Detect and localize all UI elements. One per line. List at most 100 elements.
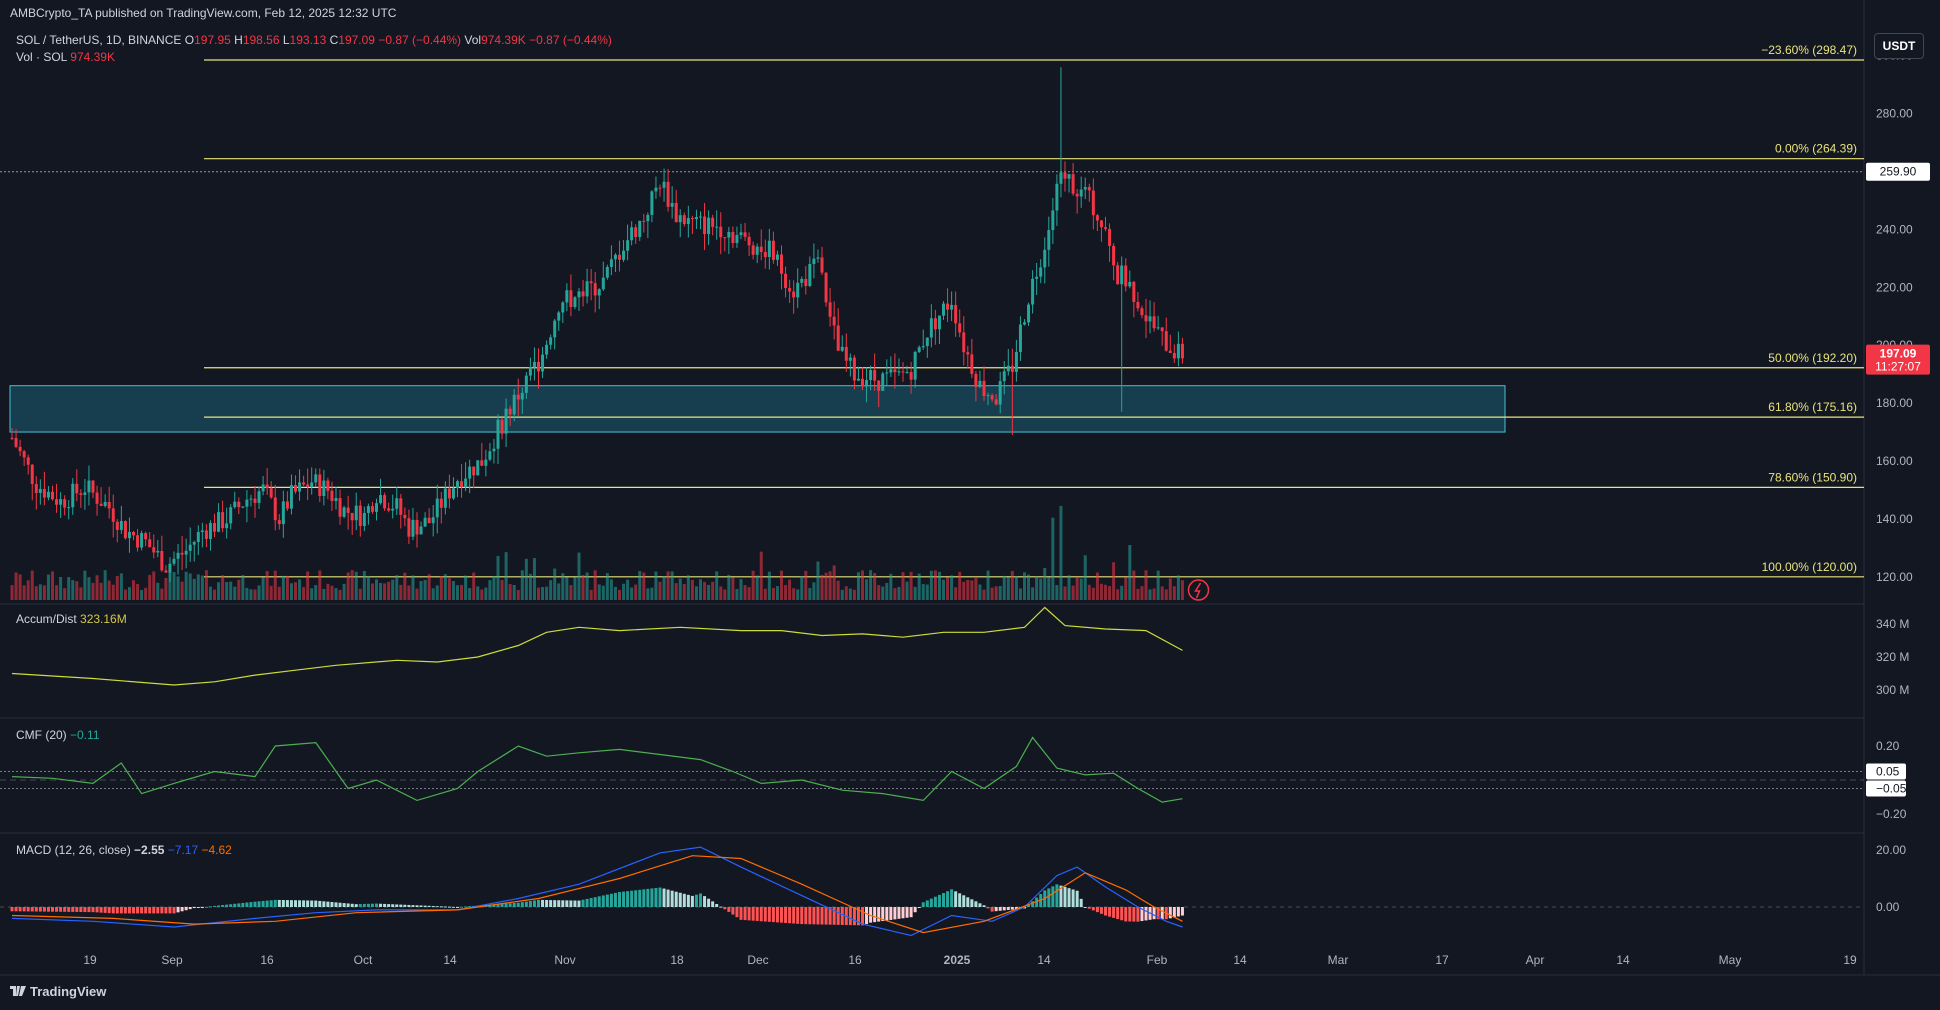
macd-hist-bar	[690, 895, 694, 907]
volume-bar	[233, 586, 237, 600]
macd-hist-bar	[387, 904, 391, 907]
volume-bar	[298, 579, 302, 600]
volume-bar	[103, 570, 107, 600]
volume-bar	[148, 574, 152, 600]
candle-body	[954, 304, 958, 324]
macd-hist-bar	[990, 907, 994, 912]
candle-body	[136, 535, 140, 548]
volume-bar	[856, 572, 860, 600]
macd-hist-bar	[192, 907, 196, 909]
volume-legend: Vol · SOL 974.39K	[16, 50, 115, 64]
volume-bar	[775, 586, 779, 600]
volume-bar	[1010, 571, 1014, 600]
macd-hist-bar	[889, 907, 893, 920]
macd-hist-bar	[370, 903, 374, 907]
last-price-label: 197.09	[1880, 347, 1917, 361]
macd-hist-bar	[962, 895, 966, 907]
macd-hist-bar	[771, 907, 775, 923]
candle-body	[974, 373, 978, 387]
candle-body	[759, 246, 763, 252]
candle-body	[925, 337, 929, 347]
candle-body	[1136, 301, 1140, 309]
volume-bar	[913, 586, 917, 600]
macd-hist-bar	[354, 904, 358, 907]
volume-bar	[1051, 517, 1055, 600]
macd-hist-bar	[727, 907, 731, 912]
volume-bar	[196, 574, 200, 600]
macd-hist-bar	[115, 907, 119, 914]
macd-hist-bar	[322, 901, 326, 907]
volume-bar	[719, 586, 723, 600]
macd-hist-bar	[196, 907, 200, 908]
candle-body	[484, 459, 488, 466]
candle-body	[46, 491, 50, 498]
candle-body	[658, 187, 662, 189]
macd-hist-bar	[350, 903, 354, 907]
currency-button[interactable]: USDT	[1874, 33, 1924, 59]
volume-bar	[63, 588, 67, 600]
macd-hist-bar	[18, 907, 22, 912]
macd-hist-bar	[95, 907, 99, 913]
volume-bar	[893, 588, 897, 600]
volume-bar	[387, 581, 391, 600]
volume-bar	[492, 576, 496, 600]
volume-bar	[358, 588, 362, 600]
candle-body	[885, 372, 889, 374]
candle-body	[1091, 190, 1095, 216]
volume-bar	[496, 555, 500, 600]
macd-hist-bar	[1176, 907, 1180, 917]
candle-body	[840, 346, 844, 351]
volume-bar	[22, 585, 26, 600]
candle-body	[682, 215, 686, 225]
candle-body	[265, 484, 269, 489]
macd-hist-bar	[1108, 907, 1112, 917]
symbol-title: SOL / TetherUS, 1D, BINANCE	[16, 33, 182, 47]
candle-body	[731, 231, 735, 244]
candle-body	[180, 552, 184, 555]
candle-body	[537, 361, 540, 372]
candle-body	[986, 395, 990, 397]
macd-hist-bar	[180, 907, 184, 912]
macd-hist-bar	[30, 907, 34, 912]
macd-hist-bar	[532, 900, 536, 907]
candle-body	[1152, 316, 1156, 329]
candle-body	[686, 218, 690, 225]
volume-bar	[261, 577, 265, 600]
macd-hist-bar	[164, 907, 168, 914]
volume-bar	[755, 575, 759, 600]
candle-body	[83, 492, 87, 495]
candle-body	[375, 503, 378, 512]
volume-bar	[889, 573, 893, 600]
price-tick: 160.00	[1876, 454, 1913, 468]
candle-body	[362, 512, 366, 526]
candle-body	[217, 512, 221, 532]
macd-hist-bar	[22, 907, 26, 912]
candle-body	[1079, 189, 1083, 197]
macd-hist-bar	[638, 889, 642, 907]
volume-bar	[974, 578, 978, 600]
macd-hist-bar	[626, 891, 630, 907]
cmf-level-box	[1866, 780, 1906, 797]
candle-body	[334, 498, 338, 501]
macd-hist-bar	[200, 907, 204, 908]
candle-body	[168, 563, 172, 573]
macd-hist-bar	[1010, 907, 1014, 910]
fib-label: 50.00% (192.20)	[1768, 351, 1857, 365]
candle-body	[784, 273, 788, 289]
candle-body	[739, 232, 743, 236]
candle-body	[978, 380, 982, 387]
macd-hist-bar	[537, 899, 540, 907]
macd-hist-bar	[46, 907, 50, 912]
candle-body	[917, 347, 921, 352]
candle-body	[472, 466, 476, 476]
macd-tick: 20.00	[1876, 843, 1906, 857]
candle-body	[650, 191, 654, 215]
candle-body	[1031, 278, 1035, 305]
volume-bar	[848, 588, 852, 600]
volume-bar	[1071, 585, 1075, 600]
candle-body	[294, 485, 297, 492]
volume-bar	[703, 581, 707, 600]
candle-body	[443, 488, 447, 508]
candle-body	[532, 361, 536, 368]
candle-body	[597, 289, 601, 296]
